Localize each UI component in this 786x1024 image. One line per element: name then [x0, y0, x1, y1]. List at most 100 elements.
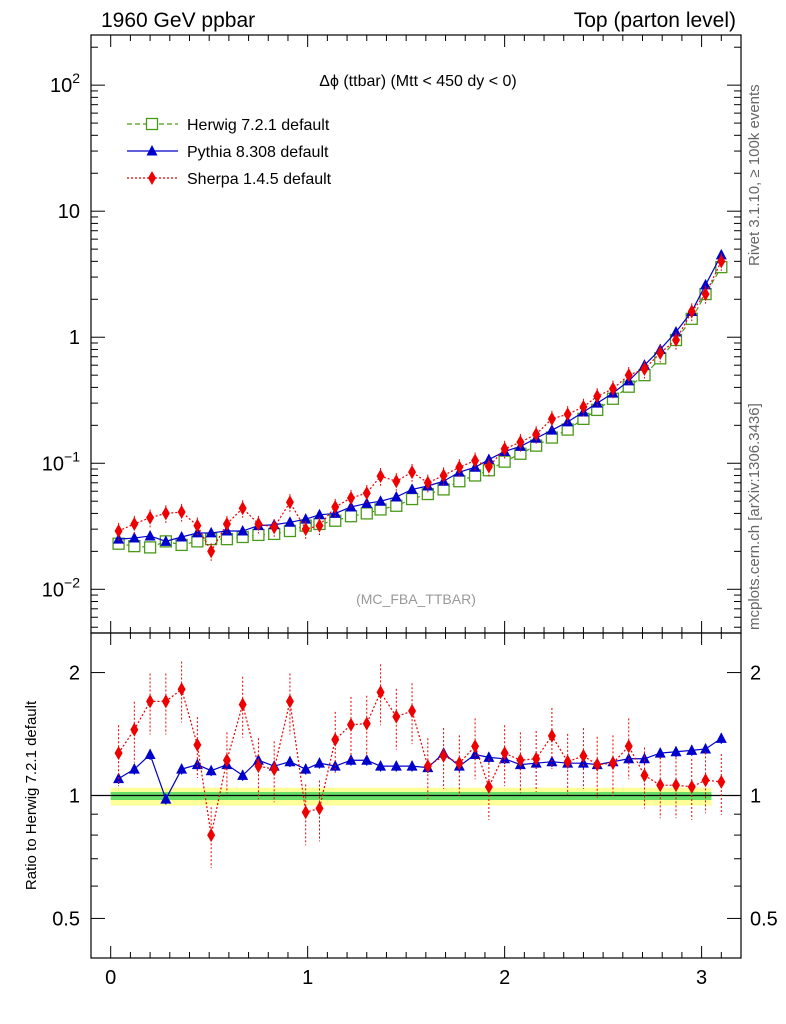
- main-data-point: [347, 491, 355, 506]
- ratio-y-tick-label: 0.5: [52, 908, 80, 930]
- main-data-point: [546, 424, 558, 435]
- ratio-series-1: [114, 661, 726, 869]
- ratio-data-point: [375, 760, 387, 771]
- main-data-point: [160, 535, 172, 546]
- ratio-data-point: [593, 757, 602, 772]
- ratio-data-point: [376, 685, 385, 700]
- main-data-point: [500, 441, 509, 456]
- main-y-tick-label: 102: [50, 70, 80, 97]
- ratio-data-point: [160, 793, 172, 804]
- main-data-point: [360, 507, 373, 520]
- legend-marker: [148, 171, 156, 185]
- main-data-point: [237, 525, 249, 536]
- main-data-point: [252, 528, 265, 542]
- main-data-point: [362, 486, 371, 501]
- main-series-0: [112, 260, 728, 554]
- main-data-point: [254, 516, 263, 531]
- ratio-data-point: [361, 754, 373, 765]
- main-data-point: [238, 501, 247, 516]
- header-right: Top (parton level): [573, 9, 736, 32]
- ratio-data-point: [483, 751, 495, 762]
- ratio-data-point: [563, 754, 572, 769]
- main-y-tick-label: 10−2: [42, 574, 80, 601]
- ratio-data-point: [284, 755, 296, 767]
- ratio-data-point: [672, 778, 680, 793]
- main-data-point: [471, 453, 480, 468]
- ratio-data-point: [114, 746, 123, 761]
- main-data-point: [670, 326, 682, 337]
- main-data-point: [270, 520, 279, 535]
- main-data-point: [640, 361, 649, 376]
- main-series-2: [114, 253, 726, 561]
- ratio-data-point: [654, 747, 666, 758]
- main-data-point: [344, 510, 358, 523]
- ratio-data-point: [347, 717, 355, 732]
- ratio-data-point: [144, 748, 156, 760]
- main-data-point: [130, 516, 139, 531]
- ratio-data-point: [191, 758, 203, 770]
- legend-entry: Herwig 7.2.1 default: [187, 117, 330, 134]
- ratio-data-point: [207, 828, 216, 843]
- ratio-data-point: [624, 739, 633, 754]
- main-series-1: [113, 248, 727, 546]
- main-data-point: [532, 427, 541, 442]
- main-data-point: [300, 513, 312, 524]
- header-left: 1960 GeV ppbar: [101, 9, 256, 32]
- ratio-data-point: [547, 728, 556, 743]
- main-plot-title: Δϕ (ttbar) (Mtt < 450 dy < 0): [319, 73, 517, 90]
- main-data-point: [375, 495, 387, 506]
- main-data-point: [687, 304, 696, 319]
- main-data-point: [361, 497, 373, 508]
- ratio-data-point: [469, 748, 481, 760]
- ratio-data-point: [686, 744, 698, 755]
- main-data-point: [177, 505, 186, 520]
- main-data-point: [144, 529, 156, 541]
- ratio-data-point: [715, 732, 727, 743]
- ratio-data-point: [205, 764, 217, 776]
- ratio-data-point: [500, 746, 509, 761]
- ratio-data-point: [656, 778, 665, 793]
- ratio-data-point: [717, 774, 726, 789]
- ratio-data-point: [471, 739, 480, 754]
- legend-marker: [145, 117, 159, 131]
- main-data-point: [608, 381, 617, 396]
- ratio-data-point: [313, 757, 325, 768]
- ratio-data-point: [130, 722, 139, 737]
- ratio-data-point: [146, 694, 155, 709]
- ratio-data-point: [300, 763, 312, 774]
- x-tick-label: 2: [499, 967, 510, 989]
- ratio-data-point: [222, 753, 231, 768]
- ratio-data-point: [254, 759, 263, 774]
- main-data-point: [423, 475, 432, 490]
- ratio-data-point: [406, 760, 418, 771]
- ratio-data-point: [161, 694, 170, 709]
- main-data-point: [579, 399, 588, 414]
- main-data-point: [205, 526, 217, 538]
- ratio-data-point: [608, 756, 617, 771]
- main-data-point: [114, 524, 123, 539]
- main-data-point: [672, 333, 680, 348]
- main-data-point: [222, 516, 231, 531]
- ratio-data-point: [687, 779, 696, 794]
- ratio-data-point: [484, 779, 493, 794]
- ratio-data-point: [331, 732, 340, 747]
- ratio-data-point: [177, 682, 186, 697]
- ratio-data-point: [439, 748, 448, 763]
- main-data-point: [593, 389, 602, 404]
- legend-entry: Pythia 8.308 default: [187, 144, 329, 161]
- ratio-data-point: [392, 709, 401, 724]
- ratio-data-point: [455, 756, 464, 771]
- main-y-tick-label: 10−1: [42, 448, 80, 475]
- main-data-point: [484, 459, 493, 474]
- x-tick-label: 3: [696, 967, 707, 989]
- legend-entry: Sherpa 1.4.5 default: [187, 171, 332, 188]
- main-data-point: [656, 345, 665, 360]
- main-data-point: [161, 506, 170, 521]
- main-data-point: [406, 483, 418, 494]
- main-data-point: [146, 510, 155, 525]
- main-data-point: [547, 411, 556, 426]
- ratio-data-point: [237, 769, 249, 780]
- main-series-line: [118, 261, 722, 553]
- ratio-data-point: [423, 759, 432, 774]
